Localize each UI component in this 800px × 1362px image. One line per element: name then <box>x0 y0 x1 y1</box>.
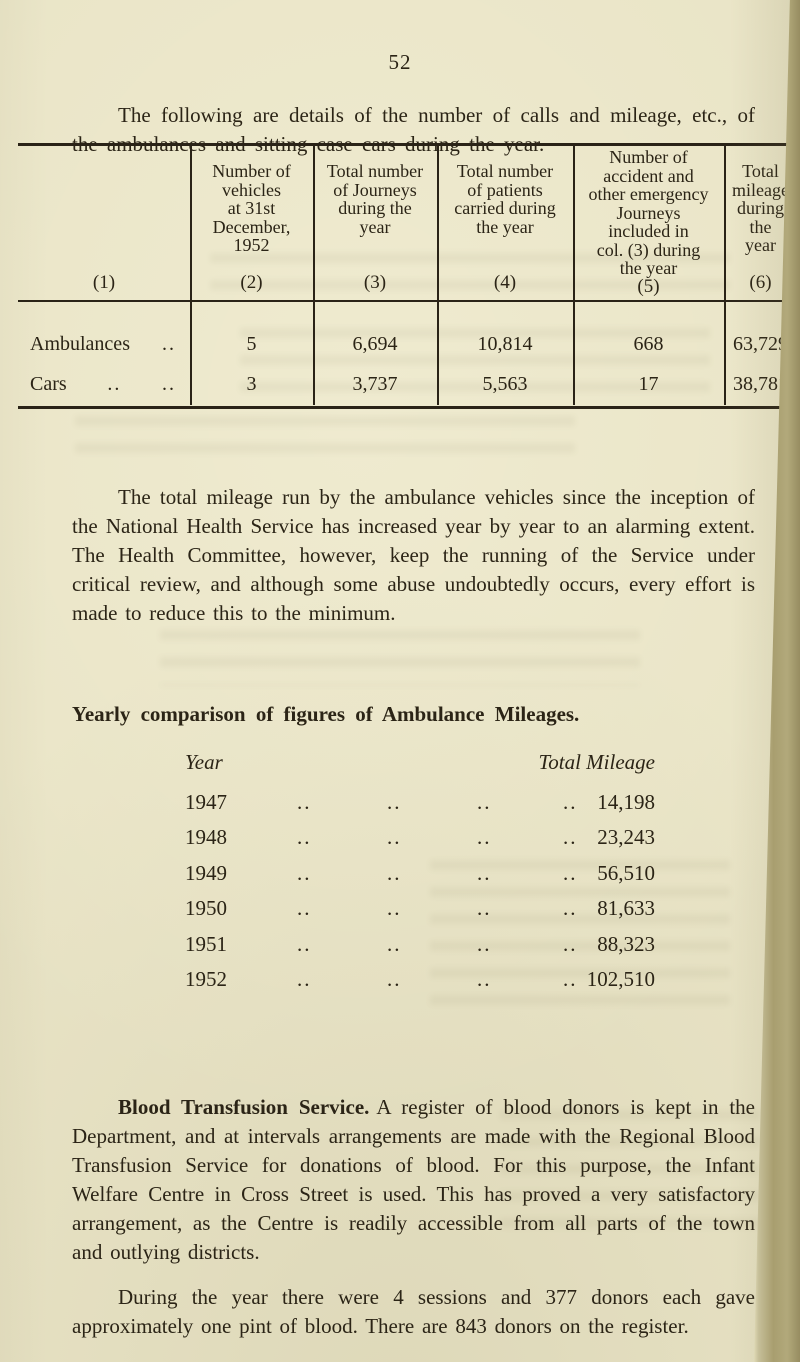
mileage-value: 23,243 <box>597 825 655 849</box>
year-value: 1952 <box>185 967 227 991</box>
leader-dots: .. <box>477 861 492 885</box>
mileage-value: 56,510 <box>597 861 655 885</box>
donors-paragraph: During the year there were 4 sessions an… <box>72 1285 755 1338</box>
table-column-divider <box>573 146 575 405</box>
row-label: Ambulances <box>30 332 130 355</box>
leader-dots: .. <box>297 825 312 849</box>
year-value: 1950 <box>185 896 227 920</box>
mileage-value: 102,510 <box>586 967 655 991</box>
yearly-list-header: Year Total Mileage <box>185 750 655 775</box>
column-number: (1) <box>92 271 116 293</box>
cell-value: 5,563 <box>482 372 528 395</box>
blood-transfusion-heading: Blood Transfusion Service. <box>118 1095 370 1119</box>
table-rule-bottom <box>18 406 797 409</box>
leader-dots: .. <box>387 896 402 920</box>
column-number: (5) <box>637 275 660 297</box>
table-column-divider <box>437 146 439 405</box>
column-header-text: Number of vehicles at 31st December, 195… <box>212 161 291 255</box>
column-header-text: Number of accident and other emergency J… <box>588 147 709 278</box>
leader-dots: .. <box>297 861 312 885</box>
column-number: (4) <box>493 271 517 293</box>
yearly-row: 1952 .. .. .. .. 102,510 <box>185 967 655 993</box>
leader-dots: .. <box>477 967 492 991</box>
year-value: 1947 <box>185 790 227 814</box>
leader-dots: .. <box>387 861 402 885</box>
leader-dots: .. <box>107 372 122 395</box>
leader-dots: .. <box>387 932 402 956</box>
year-value: 1951 <box>185 932 227 956</box>
header-cell-row-label: (1) <box>18 146 190 300</box>
yearly-row: 1950 .. .. .. .. 81,633 <box>185 896 655 922</box>
cell-value: 17 <box>638 372 659 395</box>
leader-dots: .. <box>563 932 578 956</box>
leader-dots: .. <box>563 967 578 991</box>
header-cell-mileage: Total mileage during the year (6) <box>724 146 797 300</box>
yearly-row: 1951 .. .. .. .. 88,323 <box>185 932 655 958</box>
year-column-label: Year <box>185 750 223 774</box>
blood-transfusion-paragraph: Blood Transfusion Service. A register of … <box>72 1093 755 1267</box>
cell-value: 38,781 <box>733 372 788 395</box>
leader-dots: .. <box>297 896 312 920</box>
mileage-value: 14,198 <box>597 790 655 814</box>
row-label: Cars <box>30 372 67 395</box>
year-value: 1949 <box>185 861 227 885</box>
header-cell-patients: Total number of patients carried during … <box>437 146 573 300</box>
mileage-value: 81,633 <box>597 896 655 920</box>
leader-dots: .. <box>563 825 578 849</box>
page-number: 52 <box>388 50 412 74</box>
yearly-row: 1949 .. .. .. .. 56,510 <box>185 861 655 887</box>
cell-value: 3,737 <box>352 372 398 395</box>
leader-dots: .. <box>162 332 176 355</box>
leader-dots: .. <box>477 790 492 814</box>
table-column-divider <box>313 146 315 405</box>
leader-dots: .. <box>563 861 578 885</box>
leader-dots: .. <box>477 825 492 849</box>
cell-value: 6,694 <box>352 332 398 355</box>
leader-dots: .. <box>477 896 492 920</box>
column-header-text: Total number of patients carried during … <box>454 161 556 237</box>
column-header-text: Total number of Journeys during the year <box>326 161 424 237</box>
table-column-divider <box>724 146 726 405</box>
mileage-value: 88,323 <box>597 932 655 956</box>
table-header-row: (1) Number of vehicles at 31st December,… <box>18 146 797 300</box>
header-cell-vehicles: Number of vehicles at 31st December, 195… <box>190 146 313 300</box>
yearly-row: 1948 .. .. .. .. 23,243 <box>185 825 655 851</box>
column-number: (3) <box>363 271 387 293</box>
cell-value: 668 <box>633 332 664 355</box>
leader-dots: .. <box>161 372 176 395</box>
year-value: 1948 <box>185 825 227 849</box>
cell-value: 10,814 <box>477 332 533 355</box>
table-rule-top <box>18 143 797 146</box>
leader-dots: .. <box>387 825 402 849</box>
leader-dots: .. <box>297 967 312 991</box>
yearly-mileage-list: Year Total Mileage 1947 .. .. .. .. 14,1… <box>185 750 655 1005</box>
blood-transfusion-body: A register of blood donors is kept in th… <box>72 1095 756 1264</box>
header-cell-journeys: Total number of Journeys during the year… <box>313 146 437 300</box>
table-row-cars: Cars .. .. 3 3,737 5,563 17 38,781 <box>18 364 797 404</box>
total-mileage-column-label: Total Mileage <box>538 750 655 774</box>
table-row-ambulances: Ambulances .. 5 6,694 10,814 668 63,729 <box>18 324 797 364</box>
header-cell-emergency-journeys: Number of accident and other emergency J… <box>573 146 724 300</box>
table-rule-mid <box>18 300 797 302</box>
leader-dots: .. <box>297 790 312 814</box>
table-column-divider <box>190 146 192 405</box>
mileage-paragraph: The total mileage run by the ambulance v… <box>72 485 755 625</box>
leader-dots: .. <box>563 896 578 920</box>
leader-dots: .. <box>297 932 312 956</box>
leader-dots: .. <box>477 932 492 956</box>
leader-dots: .. <box>563 790 578 814</box>
cell-value: 3 <box>246 372 257 395</box>
leader-dots: .. <box>387 967 402 991</box>
leader-dots: .. <box>387 790 402 814</box>
yearly-row: 1947 .. .. .. .. 14,198 <box>185 790 655 816</box>
column-header-text: Total mileage during the year <box>732 161 789 255</box>
cell-value: 5 <box>246 332 257 355</box>
column-number: (2) <box>240 271 263 293</box>
cell-value: 63,729 <box>733 332 788 355</box>
yearly-comparison-heading: Yearly comparison of figures of Ambulanc… <box>72 702 580 726</box>
column-number: (6) <box>749 271 772 293</box>
